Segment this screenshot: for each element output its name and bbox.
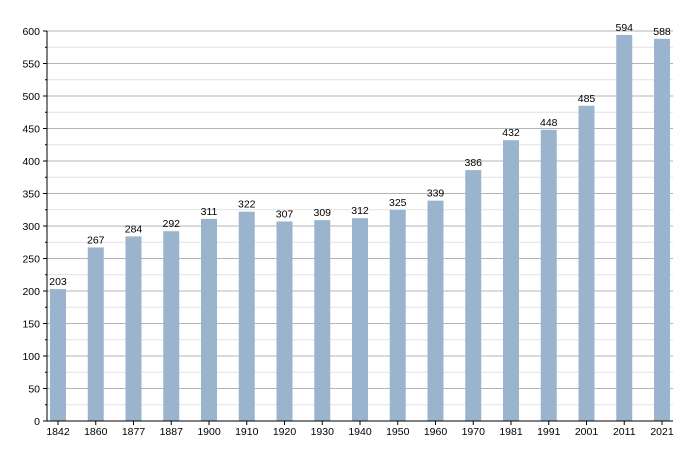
bar xyxy=(352,218,368,421)
y-tick-label: 300 xyxy=(22,221,40,233)
bar-value-label: 325 xyxy=(389,197,407,209)
bar-value-label: 312 xyxy=(351,205,369,217)
bar-value-label: 322 xyxy=(238,199,256,211)
x-tick-label: 1981 xyxy=(499,426,523,438)
x-tick-label: 1970 xyxy=(462,426,486,438)
bar xyxy=(427,200,444,421)
bar xyxy=(50,289,66,421)
y-tick-label: 150 xyxy=(22,319,40,331)
bar-value-label: 594 xyxy=(615,22,633,34)
y-tick-label: 550 xyxy=(22,59,40,71)
bar-value-label: 307 xyxy=(276,208,294,220)
bar-value-label: 203 xyxy=(49,276,67,288)
bar xyxy=(201,218,217,421)
x-tick-label: 1960 xyxy=(424,426,448,438)
axes: 0 50 100 150 200 250 300 350 400 450 500 550 600 1842… xyxy=(22,26,673,438)
bar xyxy=(87,247,104,421)
data-labels: 203 267 284 292 311 322 307 309 312 325 339 386 432 4… xyxy=(49,22,671,288)
x-tick-label: 1877 xyxy=(122,426,146,438)
y-tick-label: 600 xyxy=(22,26,40,38)
bar-value-label: 588 xyxy=(653,26,671,38)
x-tick-label: 1991 xyxy=(537,426,561,438)
x-tick-label: 1900 xyxy=(197,426,221,438)
bar-value-label: 448 xyxy=(540,117,558,129)
bar xyxy=(540,129,557,422)
x-tick-label: 1860 xyxy=(84,426,108,438)
bar xyxy=(654,38,670,422)
x-tick-label: 1842 xyxy=(46,426,70,438)
bar xyxy=(465,170,482,421)
x-tick-label: 1940 xyxy=(348,426,372,438)
x-tick-label: 2021 xyxy=(650,426,674,438)
bar-value-label: 339 xyxy=(427,188,445,200)
y-tick-label: 350 xyxy=(22,189,40,201)
bar-value-label: 309 xyxy=(313,207,331,219)
bar-value-label: 284 xyxy=(125,223,143,235)
x-tick-label: 2011 xyxy=(613,426,636,438)
y-tick-label: 250 xyxy=(22,254,40,266)
bar-value-label: 485 xyxy=(578,93,596,105)
bar xyxy=(163,231,180,421)
x-tick-label: 1950 xyxy=(386,426,410,438)
x-tick-label: 2001 xyxy=(575,426,599,438)
bar xyxy=(125,236,142,421)
bar-value-label: 267 xyxy=(87,234,105,246)
x-tick-label: 1930 xyxy=(311,426,335,438)
y-tick-label: 200 xyxy=(22,286,40,298)
x-tick-label: 1920 xyxy=(273,426,297,438)
x-tick-label: 1887 xyxy=(160,426,184,438)
bars xyxy=(50,34,670,422)
y-tick-label: 450 xyxy=(22,124,40,136)
y-tick-label: 400 xyxy=(22,156,40,168)
y-tick-label: 100 xyxy=(22,351,40,363)
y-tick-label: 500 xyxy=(22,91,40,103)
bar xyxy=(238,211,255,421)
bar xyxy=(578,105,595,421)
y-tick-label: 50 xyxy=(28,384,40,396)
y-tick-label: 0 xyxy=(34,416,40,428)
bar xyxy=(503,140,519,421)
bar-value-label: 311 xyxy=(201,206,218,218)
bar-value-label: 386 xyxy=(464,157,482,169)
bar-value-label: 432 xyxy=(502,127,520,139)
bar xyxy=(276,221,293,421)
bar xyxy=(314,220,331,421)
x-tick-label: 1910 xyxy=(235,426,259,438)
bar xyxy=(616,34,633,422)
bar xyxy=(389,209,406,421)
bar-value-label: 292 xyxy=(162,218,180,230)
